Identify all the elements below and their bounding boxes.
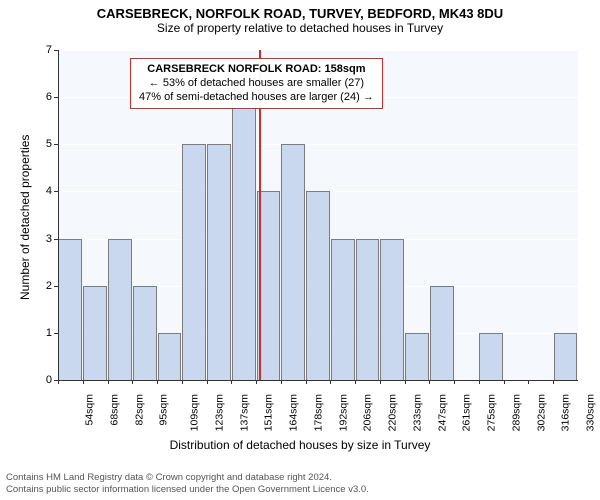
histogram-bar xyxy=(554,333,578,380)
x-tick-label: 233sqm xyxy=(411,394,423,431)
annotation-line: 47% of semi-detached houses are larger (… xyxy=(139,91,374,105)
x-tick-label: 54sqm xyxy=(84,394,96,426)
gridline xyxy=(58,50,578,51)
histogram-bar xyxy=(158,333,182,380)
histogram-bar xyxy=(479,333,503,380)
x-tick-label: 220sqm xyxy=(387,394,399,431)
y-tick-label: 1 xyxy=(30,327,52,339)
histogram-bar xyxy=(356,239,380,380)
x-tick-label: 164sqm xyxy=(287,394,299,431)
x-axis-title: Distribution of detached houses by size … xyxy=(0,438,600,452)
x-tick-label: 316sqm xyxy=(560,394,572,431)
histogram-bar xyxy=(405,333,429,380)
x-tick-label: 247sqm xyxy=(436,394,448,431)
x-tick-label: 82sqm xyxy=(133,394,145,426)
histogram-bar xyxy=(207,144,231,380)
x-tick-label: 68sqm xyxy=(108,394,120,426)
x-tick-label: 206sqm xyxy=(362,394,374,431)
histogram-bar xyxy=(108,239,132,380)
x-tick-label: 178sqm xyxy=(312,394,324,431)
annotation-box: CARSEBRECK NORFOLK ROAD: 158sqm← 53% of … xyxy=(130,58,383,109)
histogram-bar xyxy=(281,144,305,380)
histogram-bar xyxy=(306,191,330,380)
histogram-bar xyxy=(58,239,82,380)
histogram-bar xyxy=(182,144,206,380)
histogram-bar xyxy=(83,286,107,380)
x-tick-label: 109sqm xyxy=(188,394,200,431)
annotation-line: ← 53% of detached houses are smaller (27… xyxy=(139,77,374,91)
x-tick-label: 302sqm xyxy=(535,394,547,431)
x-tick-label: 192sqm xyxy=(337,394,349,431)
y-tick-label: 3 xyxy=(30,233,52,245)
histogram-chart: 0 1 2 3 4 5 6 7 54sqm 68sqm 82sqm 95sqm 109sqm 123sqm… xyxy=(0,0,600,500)
x-tick-label: 151sqm xyxy=(263,394,275,431)
histogram-bar xyxy=(380,239,404,380)
x-tick-label: 289sqm xyxy=(510,394,522,431)
y-tick-label: 7 xyxy=(30,44,52,56)
annotation-line: CARSEBRECK NORFOLK ROAD: 158sqm xyxy=(139,63,374,77)
histogram-bar xyxy=(232,97,256,380)
y-tick-label: 2 xyxy=(30,280,52,292)
x-tick-label: 275sqm xyxy=(486,394,498,431)
x-tick-label: 123sqm xyxy=(213,394,225,431)
y-axis-title: Number of detached properties xyxy=(18,135,32,300)
gridline xyxy=(58,144,578,145)
y-tick-label: 4 xyxy=(30,185,52,197)
x-tick-label: 330sqm xyxy=(585,394,597,431)
histogram-bar xyxy=(430,286,454,380)
y-tick-label: 5 xyxy=(30,138,52,150)
y-tick-label: 6 xyxy=(30,91,52,103)
y-tick-label: 0 xyxy=(30,374,52,386)
x-tick-label: 137sqm xyxy=(238,394,250,431)
x-tick-label: 261sqm xyxy=(461,394,473,431)
histogram-bar xyxy=(133,286,157,380)
attribution-line-1: Contains HM Land Registry data © Crown c… xyxy=(6,472,594,484)
x-tick-label: 95sqm xyxy=(158,394,170,426)
histogram-bar xyxy=(331,239,355,380)
x-axis-line xyxy=(58,380,578,381)
attribution-text: Contains HM Land Registry data © Crown c… xyxy=(0,472,600,496)
y-axis-line xyxy=(58,50,59,380)
attribution-line-2: Contains public sector information licen… xyxy=(6,484,594,496)
